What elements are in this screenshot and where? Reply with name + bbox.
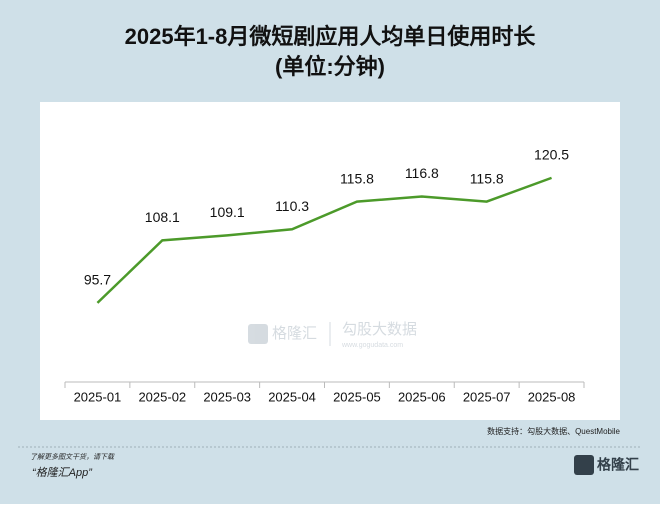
- x-tick-label: 2025-04: [268, 389, 316, 404]
- watermark: 格隆汇 勾股大数据 www.gogudata.com: [248, 321, 417, 349]
- data-label: 115.8: [340, 170, 374, 186]
- footer-note: 了解更多图文干货，请下载: [30, 453, 115, 461]
- x-tick-label: 2025-07: [463, 389, 511, 404]
- data-label: 115.8: [470, 170, 504, 186]
- data-label: 95.7: [84, 272, 111, 288]
- x-tick-label: 2025-08: [528, 389, 576, 404]
- watermark-url: www.gogudata.com: [341, 342, 403, 349]
- chart-subtitle: (单位:分钟): [275, 54, 385, 79]
- chart-title: 2025年1-8月微短剧应用人均单日使用时长: [125, 24, 537, 49]
- watermark-brand: 格隆汇: [272, 325, 317, 342]
- watermark-partner: 勾股大数据: [342, 321, 417, 338]
- data-label: 116.8: [405, 165, 439, 181]
- x-tick-label: 2025-05: [333, 389, 381, 404]
- x-tick-label: 2025-06: [398, 389, 446, 404]
- plot-panel: [40, 102, 620, 420]
- x-tick-label: 2025-01: [74, 389, 122, 404]
- footer-app: “格隆汇App”: [32, 466, 93, 479]
- data-line: [96, 176, 552, 304]
- x-tick-label: 2025-03: [203, 389, 251, 404]
- data-label: 108.1: [145, 209, 180, 225]
- footer-logo: 格隆汇: [597, 457, 639, 473]
- x-tick-label: 2025-02: [138, 389, 186, 404]
- source-note: 数据支持：勾股大数据、QuestMobile: [487, 426, 620, 436]
- watermark-icon: [248, 324, 268, 344]
- data-label: 120.5: [534, 147, 569, 163]
- data-label: 110.3: [275, 198, 309, 214]
- data-label: 109.1: [210, 204, 245, 220]
- footer-logo-icon: [574, 455, 594, 475]
